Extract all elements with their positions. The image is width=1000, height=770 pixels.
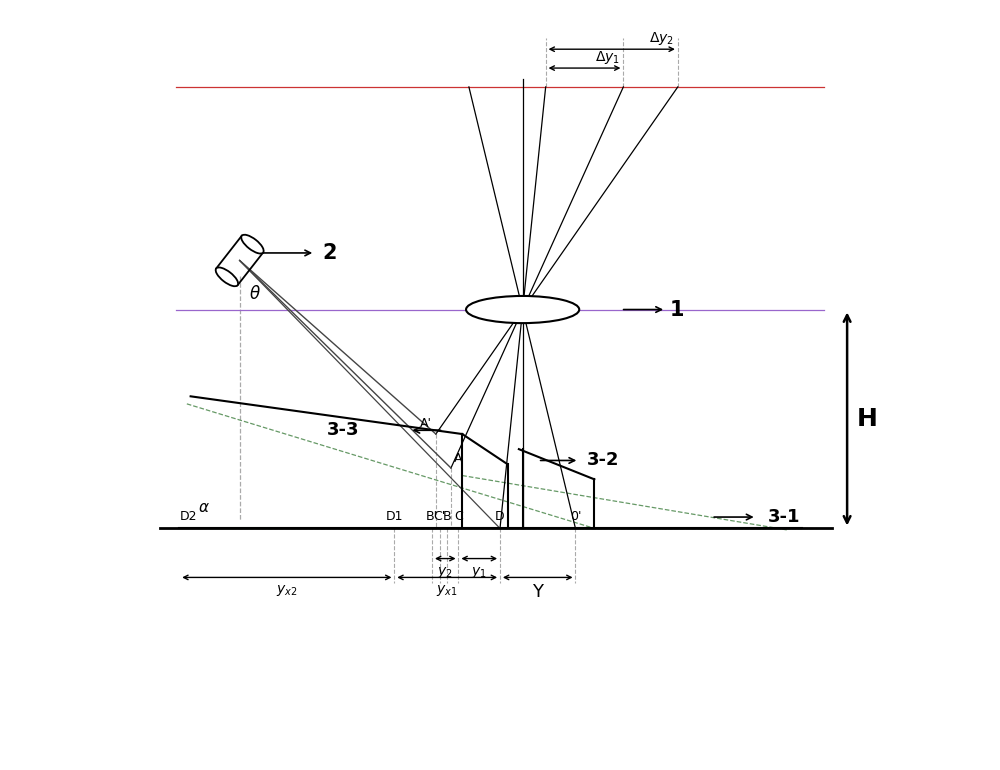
Text: A: A [454, 452, 462, 465]
Text: o: o [526, 312, 535, 326]
Text: $\Delta y_1$: $\Delta y_1$ [595, 49, 620, 65]
Text: C: C [454, 510, 463, 523]
Text: Y: Y [532, 584, 543, 601]
Text: D2: D2 [179, 510, 197, 523]
Text: 3-3: 3-3 [326, 421, 359, 439]
Ellipse shape [466, 296, 579, 323]
Ellipse shape [241, 235, 264, 253]
Text: $y_{x2}$: $y_{x2}$ [276, 584, 298, 598]
Text: D: D [495, 510, 505, 523]
Text: D1: D1 [386, 510, 403, 523]
Text: H: H [857, 407, 878, 431]
Text: $\alpha$: $\alpha$ [198, 500, 210, 515]
Text: 3-1: 3-1 [768, 508, 800, 526]
Text: $y_2$: $y_2$ [437, 564, 453, 580]
Text: A': A' [420, 417, 432, 430]
Text: $y_{x1}$: $y_{x1}$ [436, 584, 458, 598]
Text: $\theta$: $\theta$ [249, 286, 261, 303]
Text: $y_1$: $y_1$ [471, 564, 487, 580]
Text: 1: 1 [670, 300, 684, 320]
Text: B: B [443, 510, 451, 523]
Text: 0': 0' [570, 510, 581, 523]
Ellipse shape [216, 267, 238, 286]
Text: $\Delta y_2$: $\Delta y_2$ [649, 30, 674, 47]
Text: C': C' [434, 510, 446, 523]
Text: 3-2: 3-2 [587, 451, 619, 470]
Text: B': B' [426, 510, 438, 523]
Text: 2: 2 [323, 243, 337, 263]
